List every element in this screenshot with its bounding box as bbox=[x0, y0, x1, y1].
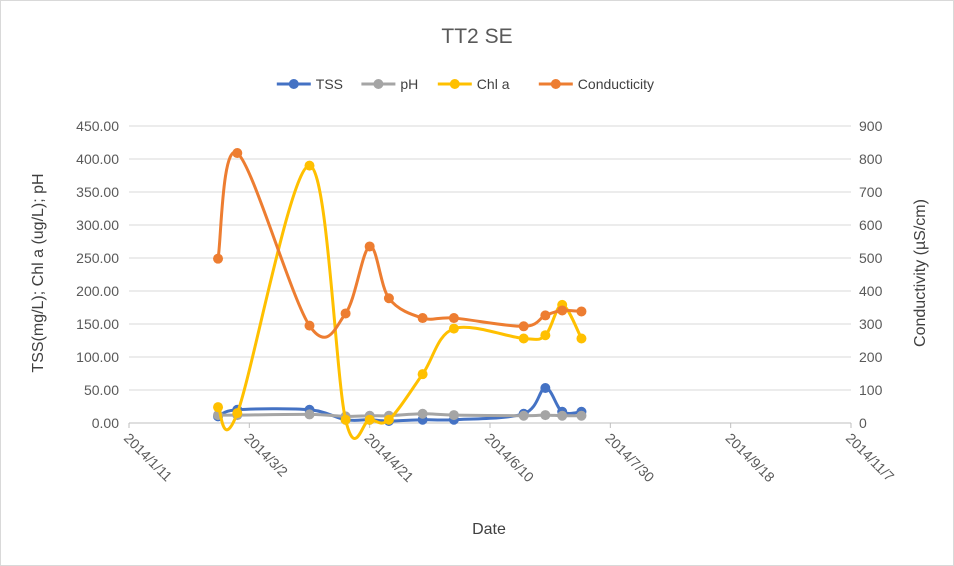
series-conducticity bbox=[213, 148, 586, 337]
right-tick-label: 300 bbox=[859, 316, 883, 332]
right-tick-label: 700 bbox=[859, 184, 883, 200]
data-point-chl-a bbox=[576, 334, 586, 344]
left-tick-label: 200.00 bbox=[76, 283, 119, 299]
legend-item-ph: pH bbox=[361, 76, 418, 92]
series-line-chl-a bbox=[218, 166, 581, 439]
data-point-conducticity bbox=[576, 306, 586, 316]
data-point-conducticity bbox=[232, 148, 242, 158]
x-tick-label: 2014/3/2 bbox=[241, 430, 291, 480]
x-axis-title: Date bbox=[472, 521, 506, 538]
data-point-conducticity bbox=[418, 313, 428, 323]
legend-marker-ph bbox=[373, 79, 383, 89]
left-tick-label: 450.00 bbox=[76, 118, 119, 134]
x-tick-label: 2014/6/10 bbox=[482, 430, 538, 486]
series-line-conducticity bbox=[218, 152, 581, 337]
data-point-chl-a bbox=[418, 369, 428, 379]
left-axis-title: TSS(mg/L); Chl a (ug/L); pH bbox=[30, 173, 47, 372]
data-point-chl-a bbox=[232, 408, 242, 418]
right-y-axis: 0 100 200 300 400 500 600 700 800 900 bbox=[859, 118, 883, 431]
right-tick-label: 600 bbox=[859, 217, 883, 233]
right-tick-label: 100 bbox=[859, 382, 883, 398]
right-tick-label: 800 bbox=[859, 151, 883, 167]
left-tick-label: 350.00 bbox=[76, 184, 119, 200]
left-tick-label: 400.00 bbox=[76, 151, 119, 167]
right-axis-title: Conductivity (µS/cm) bbox=[912, 199, 929, 347]
legend-item-chl-a: Chl a bbox=[438, 76, 510, 92]
legend-item-conducticity: Conducticity bbox=[539, 76, 654, 92]
left-y-axis: 0.00 50.00 100.00 150.00 200.00 250.00 300.00 3… bbox=[76, 118, 119, 431]
data-point-ph bbox=[519, 411, 529, 421]
left-tick-label: 0.00 bbox=[92, 415, 119, 431]
legend-label-chl-a: Chl a bbox=[477, 76, 510, 92]
chart-title: TT2 SE bbox=[441, 25, 512, 48]
left-tick-label: 300.00 bbox=[76, 217, 119, 233]
data-point-chl-a bbox=[213, 402, 223, 412]
x-tick-label: 2014/11/7 bbox=[843, 430, 898, 485]
right-tick-label: 900 bbox=[859, 118, 883, 134]
left-tick-label: 250.00 bbox=[76, 250, 119, 266]
left-tick-label: 100.00 bbox=[76, 349, 119, 365]
data-point-chl-a bbox=[519, 334, 529, 344]
right-tick-label: 200 bbox=[859, 349, 883, 365]
data-point-conducticity bbox=[341, 308, 351, 318]
data-point-chl-a bbox=[305, 161, 315, 171]
legend-item-tss: TSS bbox=[277, 76, 343, 92]
x-tick-label: 2014/1/11 bbox=[121, 430, 176, 485]
x-tick-label: 2014/7/30 bbox=[602, 430, 658, 486]
legend-marker-conducticity bbox=[551, 79, 561, 89]
data-point-conducticity bbox=[557, 305, 567, 315]
data-point-conducticity bbox=[213, 254, 223, 264]
data-point-ph bbox=[576, 411, 586, 421]
legend-label-tss: TSS bbox=[316, 76, 343, 92]
series-chl-a bbox=[213, 161, 586, 439]
x-tick-label: 2014/4/21 bbox=[362, 430, 418, 486]
data-point-conducticity bbox=[384, 293, 394, 303]
x-tick-label: 2014/9/18 bbox=[723, 430, 779, 486]
data-point-chl-a bbox=[365, 415, 375, 425]
data-point-ph bbox=[418, 409, 428, 419]
legend: TSS pH Chl a Conducticity bbox=[277, 76, 654, 92]
data-point-ph bbox=[540, 410, 550, 420]
right-tick-label: 0 bbox=[859, 415, 867, 431]
data-point-chl-a bbox=[384, 415, 394, 425]
data-point-ph bbox=[557, 411, 567, 421]
data-point-conducticity bbox=[540, 310, 550, 320]
data-point-tss bbox=[540, 383, 550, 393]
data-point-ph bbox=[305, 409, 315, 419]
gridlines bbox=[129, 126, 851, 390]
legend-label-ph: pH bbox=[400, 76, 418, 92]
legend-marker-tss bbox=[289, 79, 299, 89]
right-tick-label: 500 bbox=[859, 250, 883, 266]
data-point-conducticity bbox=[305, 321, 315, 331]
legend-marker-chl-a bbox=[450, 79, 460, 89]
right-tick-label: 400 bbox=[859, 283, 883, 299]
data-point-conducticity bbox=[449, 313, 459, 323]
left-tick-label: 50.00 bbox=[84, 382, 119, 398]
x-axis: 2014/1/11 2014/3/2 2014/4/21 2014/6/10 2014/… bbox=[121, 423, 898, 485]
data-point-chl-a bbox=[341, 415, 351, 425]
data-point-ph bbox=[449, 410, 459, 420]
data-point-chl-a bbox=[449, 324, 459, 334]
legend-label-conducticity: Conducticity bbox=[578, 76, 654, 92]
data-point-conducticity bbox=[365, 241, 375, 251]
data-point-conducticity bbox=[519, 321, 529, 331]
data-point-chl-a bbox=[540, 330, 550, 340]
left-tick-label: 150.00 bbox=[76, 316, 119, 332]
